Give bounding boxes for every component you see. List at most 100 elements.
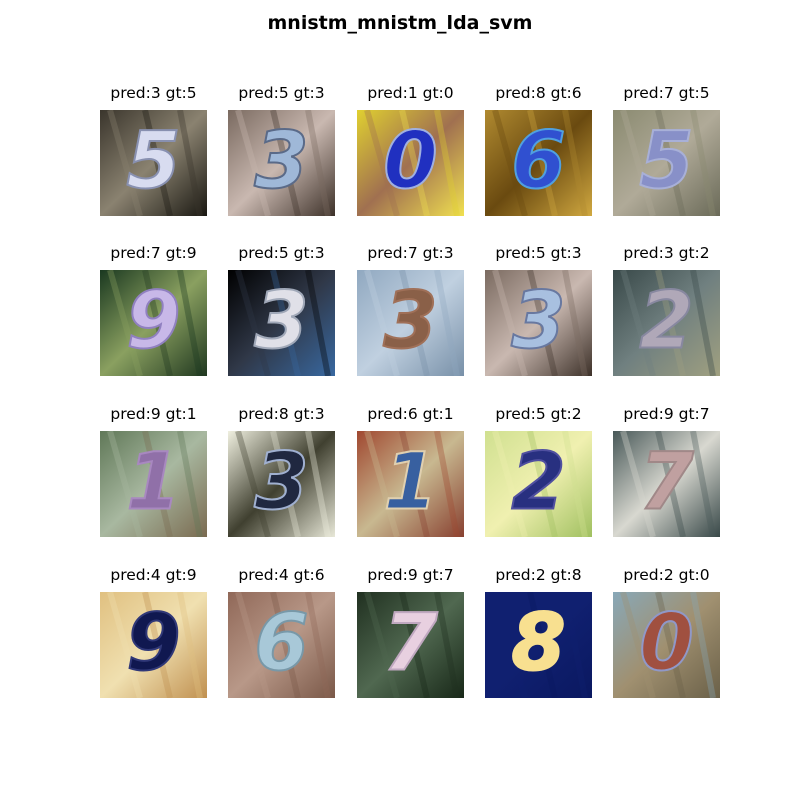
background-streak	[655, 592, 686, 698]
background-streak	[399, 110, 430, 216]
background-streak	[655, 110, 686, 216]
sample-label: pred:8 gt:6	[495, 84, 582, 102]
sample-label: pred:9 gt:7	[367, 566, 454, 584]
thumbnail-background	[228, 110, 335, 216]
digit-glyph: 3	[254, 437, 308, 527]
digit-image: 7	[357, 592, 464, 698]
digit-glyph: 3	[254, 116, 308, 206]
sample-label: pred:5 gt:2	[495, 405, 582, 423]
digit-thumbnail: 7	[357, 592, 464, 698]
digit-thumbnail: 2	[485, 431, 592, 537]
sample-label: pred:5 gt:3	[238, 244, 325, 262]
digit-image: 9	[100, 270, 207, 376]
sample-label: pred:5 gt:3	[495, 244, 582, 262]
background-streak	[177, 431, 203, 537]
background-streak	[235, 110, 271, 216]
background-streak	[270, 592, 301, 698]
thumbnail-background	[485, 270, 592, 376]
digit-thumbnail: 5	[100, 110, 207, 216]
background-streak	[655, 431, 686, 537]
sample-label: pred:5 gt:3	[238, 84, 325, 102]
background-streak	[655, 270, 686, 376]
sample-label: pred:3 gt:5	[110, 84, 197, 102]
sample-label: pred:1 gt:0	[367, 84, 454, 102]
background-streak	[107, 270, 143, 376]
background-streak	[620, 110, 656, 216]
background-streak	[527, 592, 558, 698]
digit-thumbnail: 9	[100, 592, 207, 698]
background-streak	[270, 431, 301, 537]
digit-image: 9	[100, 592, 207, 698]
digit-image: 6	[485, 110, 592, 216]
background-streak	[492, 431, 528, 537]
digit-glyph: 8	[511, 598, 565, 688]
digit-thumbnail: 3	[357, 270, 464, 376]
sample-label: pred:4 gt:6	[238, 566, 325, 584]
digit-thumbnail: 6	[485, 110, 592, 216]
background-streak	[305, 110, 331, 216]
thumbnail-background	[613, 110, 720, 216]
background-streak	[235, 431, 271, 537]
background-streak	[107, 431, 143, 537]
background-streak	[690, 270, 716, 376]
background-streak	[492, 592, 528, 698]
background-streak	[177, 110, 203, 216]
digit-glyph: 2	[639, 276, 693, 366]
digit-image: 3	[228, 110, 335, 216]
digit-thumbnail: 1	[100, 431, 207, 537]
background-streak	[527, 270, 558, 376]
thumbnail-background	[228, 592, 335, 698]
background-streak	[690, 110, 716, 216]
digit-glyph: 2	[511, 437, 565, 527]
sample-label: pred:2 gt:0	[623, 566, 710, 584]
background-streak	[107, 110, 143, 216]
sample-label: pred:7 gt:5	[623, 84, 710, 102]
thumbnail-background	[100, 592, 207, 698]
digit-image: 1	[100, 431, 207, 537]
background-streak	[492, 270, 528, 376]
digit-glyph: 7	[383, 598, 438, 688]
background-streak	[620, 270, 656, 376]
sample-label: pred:9 gt:7	[623, 405, 710, 423]
digit-thumbnail: 6	[228, 592, 335, 698]
background-streak	[434, 431, 460, 537]
background-streak	[434, 110, 460, 216]
thumbnail-background	[485, 431, 592, 537]
digit-glyph: 7	[639, 437, 694, 527]
sample-label: pred:3 gt:2	[623, 244, 710, 262]
background-streak	[527, 431, 558, 537]
background-streak	[690, 592, 716, 698]
background-streak	[364, 431, 400, 537]
sample-label: pred:6 gt:1	[367, 405, 454, 423]
background-streak	[562, 110, 588, 216]
sample-label: pred:2 gt:8	[495, 566, 582, 584]
digit-image: 7	[613, 431, 720, 537]
digit-glyph: 3	[511, 276, 565, 366]
background-streak	[690, 431, 716, 537]
thumbnail-background	[100, 431, 207, 537]
digit-glyph: 1	[126, 437, 180, 527]
sample-label: pred:9 gt:1	[110, 405, 197, 423]
digit-glyph: 6	[254, 598, 308, 688]
sample-label: pred:8 gt:3	[238, 405, 325, 423]
background-streak	[177, 270, 203, 376]
background-streak	[305, 592, 331, 698]
thumbnail-background	[485, 592, 592, 698]
digit-glyph: 3	[383, 276, 437, 366]
digit-image: 1	[357, 431, 464, 537]
digit-thumbnail: 5	[613, 110, 720, 216]
background-streak	[562, 431, 588, 537]
background-streak	[364, 270, 400, 376]
digit-glyph: 0	[639, 598, 693, 688]
background-streak	[562, 592, 588, 698]
sample-label: pred:4 gt:9	[110, 566, 197, 584]
digit-thumbnail: 7	[613, 431, 720, 537]
background-streak	[399, 270, 430, 376]
background-streak	[527, 110, 558, 216]
digit-thumbnail: 3	[228, 270, 335, 376]
digit-glyph: 3	[254, 276, 308, 366]
background-streak	[142, 110, 173, 216]
digit-image: 3	[228, 431, 335, 537]
digit-glyph: 5	[126, 116, 180, 206]
digit-image: 2	[613, 270, 720, 376]
